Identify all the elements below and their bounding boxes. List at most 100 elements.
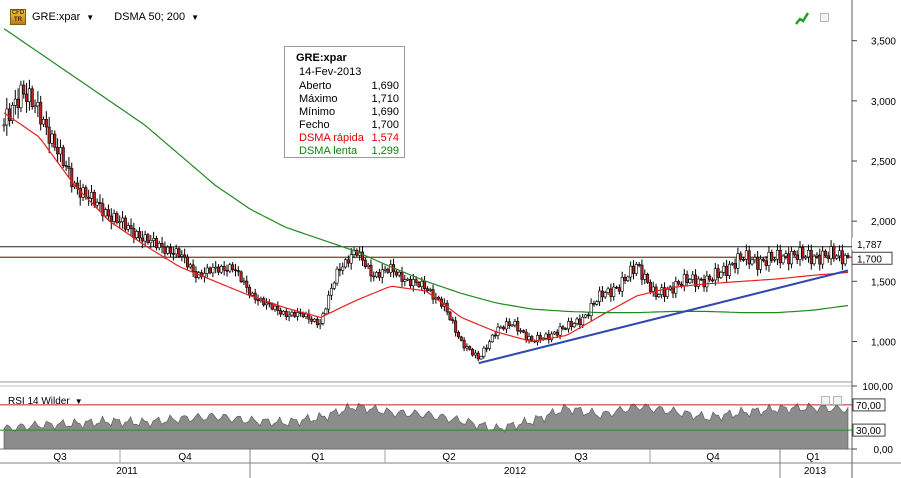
price-candle-body <box>722 265 726 273</box>
price-candle-body <box>214 266 218 269</box>
rsi-maximize-icon[interactable] <box>821 396 830 405</box>
quarter-label: Q1 <box>806 452 820 463</box>
price-candle-body <box>524 331 528 341</box>
indicator-label[interactable]: DSMA 50; 200 <box>114 11 186 23</box>
price-candle-body <box>589 303 593 316</box>
legend-row-low: Mínimo 1,690 <box>299 106 399 118</box>
price-candle-body <box>13 98 17 106</box>
price-candle-body <box>420 281 424 287</box>
price-candle-body <box>386 268 390 273</box>
price-candle-body <box>30 88 34 107</box>
price-tick-label: 1,500 <box>871 277 896 288</box>
price-candle-body <box>623 277 627 281</box>
price-candle-body <box>95 202 99 206</box>
maximize-panel-icon[interactable] <box>820 13 829 22</box>
price-candle-body <box>205 267 209 274</box>
price-candle-body <box>344 259 348 268</box>
price-candle-body <box>327 294 331 310</box>
price-candle-body <box>135 231 139 238</box>
price-candle-body <box>225 269 229 272</box>
symbol-label[interactable]: GRE:xpar <box>32 11 81 23</box>
price-candle-body <box>160 243 164 248</box>
price-candle-body <box>448 311 452 321</box>
price-candle-body <box>36 102 40 107</box>
price-candle-body <box>53 133 57 148</box>
price-candle-body <box>380 269 384 278</box>
price-candle-body <box>821 250 825 265</box>
price-candle-body <box>228 264 232 272</box>
price-candle-body <box>104 209 108 217</box>
price-candle-body <box>615 286 619 289</box>
rsi-close-icon[interactable] <box>833 396 842 405</box>
price-candle-body <box>58 147 62 155</box>
price-candle-body <box>598 290 602 302</box>
price-candle-body <box>812 255 816 265</box>
price-candle-body <box>10 104 14 121</box>
price-candle-body <box>137 231 141 239</box>
price-candle-body <box>454 320 458 333</box>
price-candle-body <box>8 108 12 121</box>
price-candle-body <box>245 280 249 288</box>
price-candle-body <box>691 274 695 280</box>
price-candle-body <box>561 326 565 329</box>
price-candle-body <box>567 321 571 330</box>
price-candle-body <box>770 251 774 261</box>
price-candle-body <box>708 275 712 281</box>
price-candle-body <box>315 318 319 326</box>
price-candle-body <box>521 330 525 333</box>
price-candle-body <box>631 265 635 274</box>
price-candle-body <box>843 255 847 265</box>
price-candle-body <box>578 318 582 326</box>
price-candle-body <box>329 288 333 296</box>
price-candle-body <box>363 259 367 267</box>
trend-tool-icon[interactable] <box>795 11 809 25</box>
price-candle-body <box>369 264 373 277</box>
price-candle-body <box>736 253 740 269</box>
indicator-dropdown-icon[interactable]: ▼ <box>191 12 200 22</box>
price-candle-body <box>600 290 604 298</box>
rsi-tick-label: 70,00 <box>856 401 881 412</box>
rsi-dropdown-icon[interactable]: ▼ <box>74 397 83 406</box>
quarter-label: Q3 <box>53 452 67 463</box>
price-candle-body <box>349 254 353 264</box>
price-candle-body <box>50 133 54 144</box>
price-candle-body <box>39 102 43 125</box>
price-candle-body <box>98 202 102 204</box>
price-candle-body <box>744 250 748 260</box>
price-candle-body <box>191 264 195 272</box>
price-tick-label: 3,500 <box>871 37 896 48</box>
price-candle-body <box>143 234 147 242</box>
price-candle-body <box>222 265 226 271</box>
price-candle-body <box>564 328 568 330</box>
price-candle-body <box>383 268 387 271</box>
price-candle-body <box>606 288 610 293</box>
price-candle-body <box>174 248 178 255</box>
time-axis: Q3 Q4 Q1 Q2 Q3 Q4 Q1 2011 2012 2013 <box>53 449 827 478</box>
price-candle-body <box>798 247 802 260</box>
price-candle-body <box>609 288 613 297</box>
price-candle-body <box>846 255 850 257</box>
price-candle-body <box>25 93 29 102</box>
price-candle-body <box>408 278 412 287</box>
price-candle-body <box>61 147 65 166</box>
data-legend: GRE:xpar 14-Fev-2013 Aberto 1,690 Máximo 1… <box>284 46 405 158</box>
price-candle-body <box>538 335 542 341</box>
price-candle-body <box>679 283 683 286</box>
price-candle-body <box>423 281 427 289</box>
price-candle-body <box>341 266 345 271</box>
price-candle-body <box>493 334 497 337</box>
legend-row-fast-ma: DSMA rápida 1,574 <box>299 132 399 144</box>
price-candle-body <box>406 278 410 281</box>
price-candle-body <box>513 321 517 326</box>
rsi-axis: 100,00 70,00 30,00 0,00 <box>852 382 893 456</box>
quarter-label: Q3 <box>574 452 588 463</box>
symbol-dropdown-icon[interactable]: ▼ <box>86 12 95 22</box>
rsi-tick-label: 100,00 <box>862 382 893 393</box>
price-candle-body <box>507 321 511 326</box>
price-candle-body <box>781 255 785 264</box>
price-candle-body <box>603 292 607 298</box>
price-candle-body <box>411 279 415 287</box>
rsi-label[interactable]: RSI 14 Wilder <box>8 396 70 407</box>
price-candle-body <box>516 321 520 332</box>
price-candle-body <box>157 243 161 249</box>
